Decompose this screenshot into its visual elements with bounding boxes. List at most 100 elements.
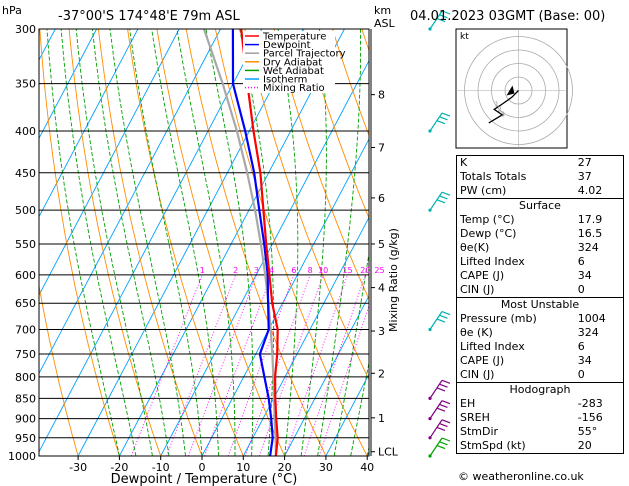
legend-label: Dry Adiabat xyxy=(263,57,322,68)
wind-barb-flag xyxy=(441,437,451,442)
wind-barb-flag xyxy=(441,112,451,117)
index-name: θe (K) xyxy=(460,326,493,339)
wind-barb-staff xyxy=(429,311,443,330)
isotherm-line xyxy=(39,29,97,140)
pressure-tick-label: 800 xyxy=(15,371,36,384)
temperature-axis: -30 -20 -10 0 10 20 30 40 xyxy=(69,456,374,474)
wind-barb-staff xyxy=(429,400,443,419)
km-label: km xyxy=(374,4,391,17)
temperature-tick-label: 20 xyxy=(278,461,292,474)
wet-adiabat-line xyxy=(109,29,186,456)
index-value: 6 xyxy=(577,340,585,353)
wind-barb-base xyxy=(428,327,432,332)
wet-adiabat-line xyxy=(91,29,170,456)
storm-motion-marker xyxy=(506,85,515,96)
km-tick-label: 7 xyxy=(378,141,385,154)
wind-barb-staff xyxy=(429,380,443,399)
pressure-tick-label: 300 xyxy=(15,23,36,36)
index-section: Hodograph xyxy=(456,382,624,397)
dry-adiabat-line xyxy=(39,29,120,456)
wind-barbs xyxy=(428,10,451,458)
legend-label: Temperature xyxy=(262,32,326,43)
index-name: CIN (J) xyxy=(460,283,495,296)
wind-barb-flag xyxy=(436,426,446,431)
datetime-title: 04.01.2023 03GMT (Base: 00) xyxy=(410,9,605,24)
pressure-tick-label: 700 xyxy=(15,324,36,337)
wind-barb-base xyxy=(428,129,432,133)
pressure-tick-label: 400 xyxy=(15,125,36,138)
wind-barb-staff xyxy=(429,10,443,30)
km-tick-label: 2 xyxy=(378,367,385,380)
mixing-ratio-label: 15 xyxy=(342,266,352,275)
isotherm-line xyxy=(39,29,139,218)
pressure-tick-label: 550 xyxy=(15,238,36,251)
index-row: Totals Totals 37 xyxy=(457,170,624,184)
km-tick-label: LCL xyxy=(378,446,399,459)
pressure-tick-label: 600 xyxy=(15,269,36,282)
pressure-tick-label: 500 xyxy=(15,204,36,217)
mixing-ratio-label: 3 xyxy=(254,266,259,275)
isotherm-line xyxy=(0,29,14,456)
index-name: StmDir xyxy=(460,425,499,438)
wet-adiabat-line xyxy=(317,29,362,456)
legend-label: Wet Adiabat xyxy=(263,66,324,77)
wind-barb-flag xyxy=(439,383,448,388)
isotherm-line xyxy=(201,138,369,456)
plot-frame xyxy=(38,28,370,457)
indices-table: K 27 Totals Totals 37 PW (cm) 4.02 Surface Temp… xyxy=(456,155,624,454)
pressure-tick-label: 450 xyxy=(15,167,36,180)
index-value: 27 xyxy=(577,156,592,169)
index-section-title: Surface xyxy=(456,198,624,213)
temperature-tick-label: 40 xyxy=(360,461,374,474)
index-value: 0 xyxy=(577,368,585,381)
wind-barb-flag xyxy=(439,441,448,446)
wind-barb-flag xyxy=(441,379,451,384)
index-row: CIN (J) 0 xyxy=(457,283,624,298)
wind-barb-base xyxy=(428,454,432,458)
wind-barb-flag xyxy=(436,199,446,204)
hodograph-unit-label: kt xyxy=(460,32,469,42)
wind-barb-flag xyxy=(439,14,448,19)
wind-barb-flag xyxy=(436,387,446,392)
wind-barb-flag xyxy=(441,191,451,196)
km-tick-label: 5 xyxy=(378,238,385,251)
mixing-ratio-line xyxy=(284,274,348,456)
wind-barb-base xyxy=(428,27,432,31)
wet-adiabat-line xyxy=(75,29,153,456)
wind-barb-flag xyxy=(439,314,448,319)
mixing-ratio-label: 10 xyxy=(318,266,328,275)
isotherm-line xyxy=(39,29,263,453)
index-value: 55° xyxy=(577,425,598,438)
wind-barb-staff xyxy=(429,437,443,457)
index-value: 17.9 xyxy=(577,213,603,226)
indices-panel: K 27 Totals Totals 37 PW (cm) 4.02 Surface Temp… xyxy=(456,155,624,454)
copyright-footer: © weatheronline.co.uk xyxy=(458,470,584,483)
x-axis-label: Dewpoint / Temperature (°C) xyxy=(111,472,298,486)
index-name: Lifted Index xyxy=(460,340,525,353)
index-row: EH -283 xyxy=(457,397,624,411)
index-name: EH xyxy=(460,397,476,410)
index-name: Totals Totals xyxy=(460,170,527,183)
mixing-ratio-label: 2 xyxy=(233,266,238,275)
index-value: 34 xyxy=(577,269,592,282)
index-value: 1004 xyxy=(577,312,606,325)
pressure-axis: 300 350 400 450 500 550 600 650 700 750 800 850 900 9… xyxy=(8,23,36,463)
legend-label: Parcel Trajectory xyxy=(263,49,346,60)
isotherm-line xyxy=(77,29,304,456)
index-value: 324 xyxy=(577,326,599,339)
index-row: CAPE (J) 34 xyxy=(457,269,624,283)
wind-barb-flag xyxy=(436,18,446,23)
temperature-tick-label: -10 xyxy=(152,461,170,474)
dry-adiabat-line xyxy=(302,29,369,220)
pressure-tick-label: 650 xyxy=(15,297,36,310)
wind-barb-flag xyxy=(436,120,446,125)
wind-barb-base xyxy=(428,396,432,400)
index-value: 0 xyxy=(577,283,585,296)
mixing-ratio-label: 20 xyxy=(360,266,370,275)
wet-adiabat-line xyxy=(350,360,369,456)
wind-barb-flag xyxy=(439,195,448,200)
temperature-tick-label: 10 xyxy=(236,461,250,474)
index-row: StmSpd (kt) 20 xyxy=(457,439,624,454)
index-value: -156 xyxy=(577,411,603,424)
